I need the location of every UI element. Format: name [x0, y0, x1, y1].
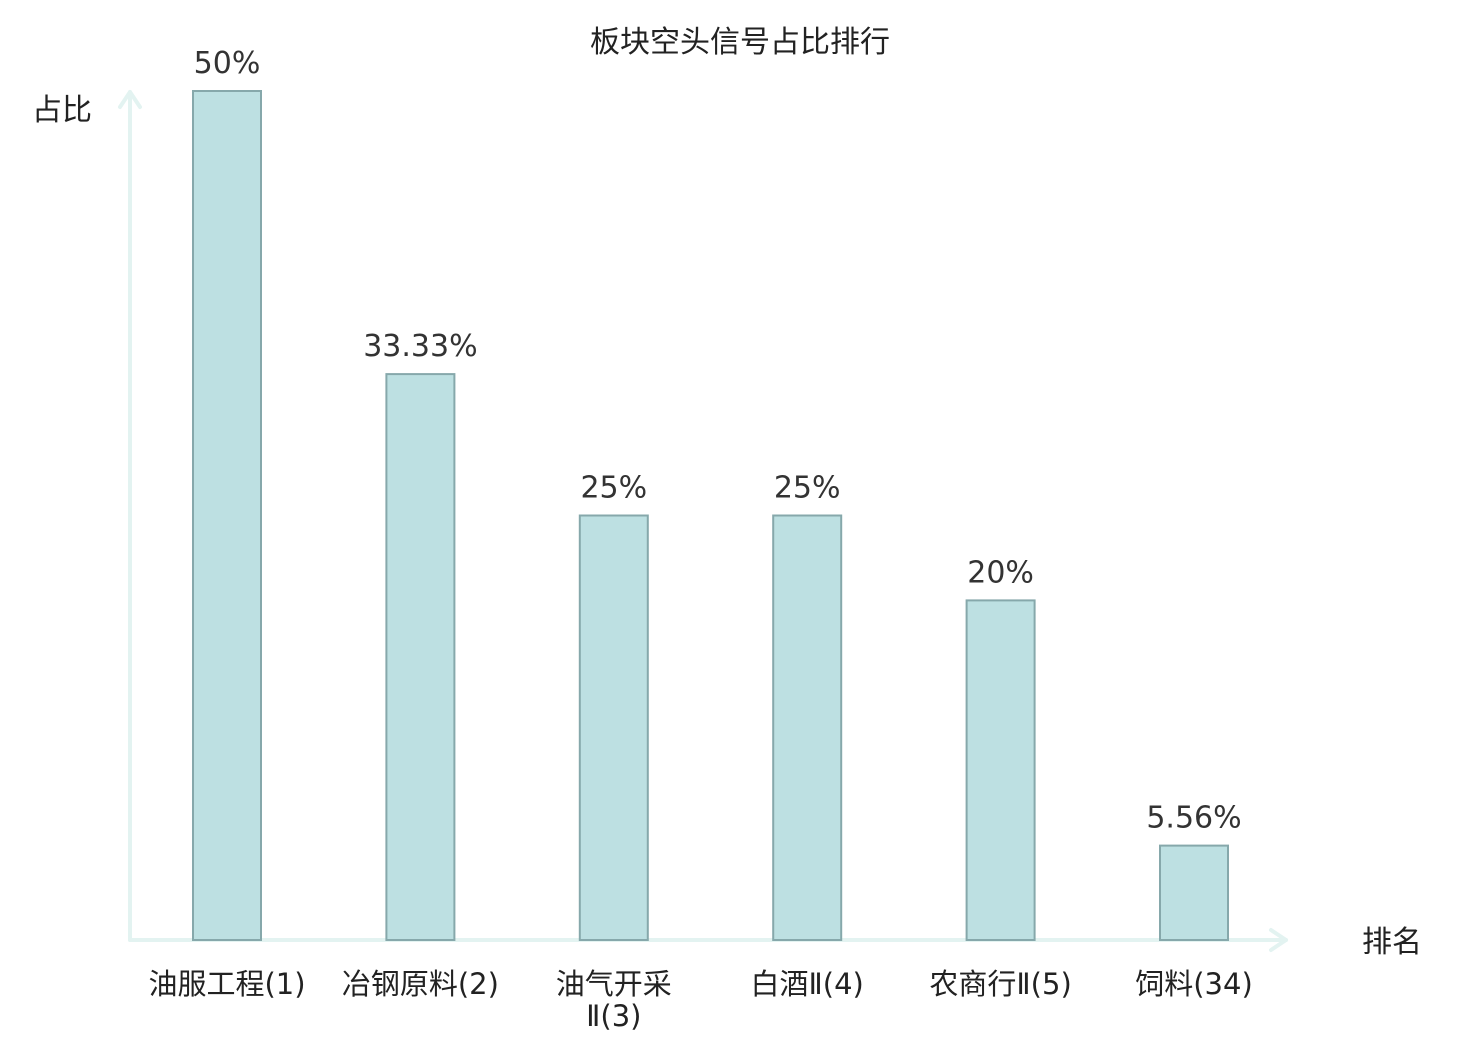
bar — [1159, 844, 1229, 941]
x-tick-label: 油气开采 Ⅱ(3) — [556, 967, 672, 1033]
x-axis-arrow-icon — [1269, 928, 1288, 952]
x-tick-label-line: 冶钢原料(2) — [342, 967, 499, 1001]
x-tick-label-line: 饲料(34) — [1135, 967, 1253, 1001]
bar-value-label: 20% — [967, 555, 1034, 590]
bar — [192, 90, 262, 941]
bar — [772, 514, 843, 941]
chart-title: 板块空头信号占比排行 — [590, 25, 890, 60]
x-tick-label: 农商行Ⅱ(5) — [929, 967, 1071, 1001]
bar-value-label: 33.33% — [363, 329, 477, 364]
x-tick-label: 白酒Ⅱ(4) — [751, 967, 864, 1001]
bar-value-label: 5.56% — [1146, 801, 1241, 836]
bars: 50% 油服工程(1) 33.33% 冶钢原料(2) 25% 油气开采 Ⅱ(3) 25% 白酒Ⅱ… — [148, 46, 1252, 1033]
x-tick-label: 油服工程(1) — [148, 967, 305, 1001]
axes — [118, 90, 1288, 952]
x-tick-label-line: 白酒Ⅱ(4) — [751, 967, 864, 1001]
x-tick-label: 饲料(34) — [1135, 967, 1253, 1001]
x-tick-label-line: 农商行Ⅱ(5) — [929, 967, 1071, 1001]
bar — [965, 599, 1036, 942]
y-axis-label: 占比 — [32, 93, 92, 128]
bar-value-label: 25% — [774, 471, 841, 506]
x-tick-label-line: Ⅱ(3) — [586, 999, 641, 1033]
x-tick-label-line: 油气开采 — [556, 967, 672, 1001]
bar-value-label: 50% — [194, 46, 261, 81]
bar — [385, 373, 456, 942]
x-tick-label: 冶钢原料(2) — [342, 967, 499, 1001]
bar-value-label: 25% — [580, 471, 647, 506]
x-tick-label-line: 油服工程(1) — [148, 967, 305, 1001]
x-axis-label: 排名 — [1362, 925, 1422, 960]
y-axis-arrow-icon — [118, 90, 142, 109]
bar — [578, 514, 649, 941]
